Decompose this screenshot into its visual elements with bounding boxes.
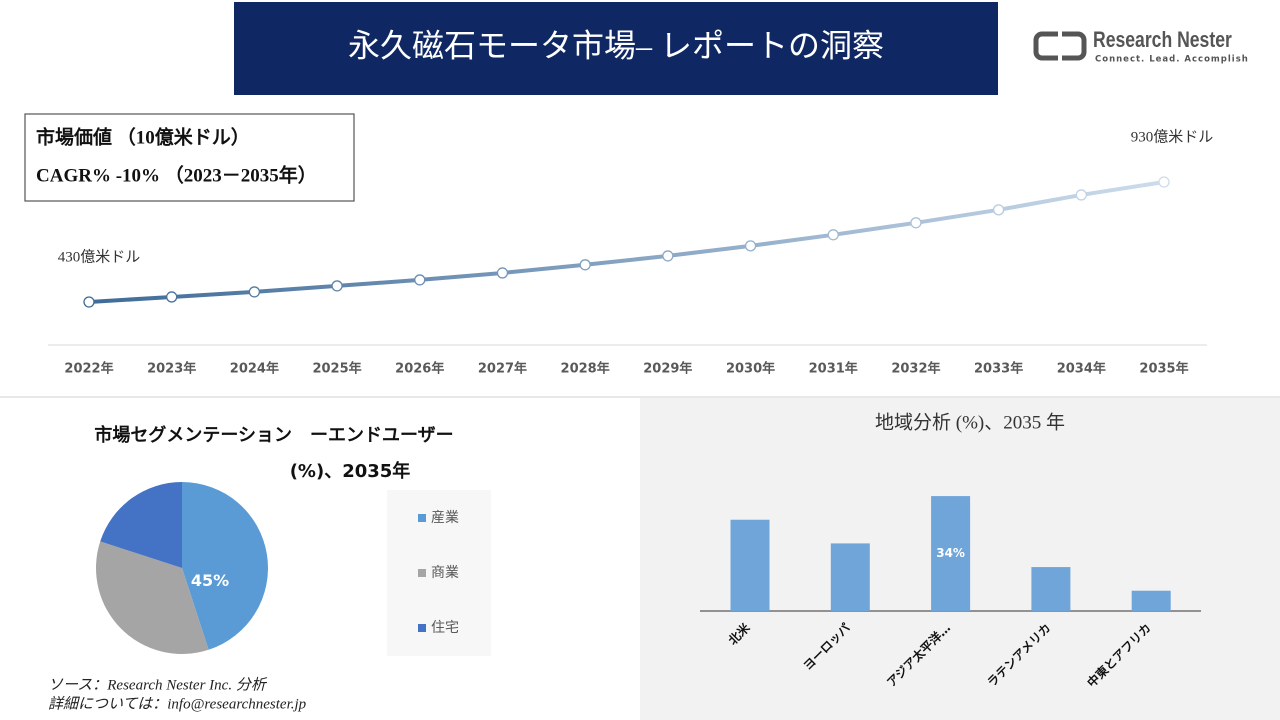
pie-slice: [182, 482, 268, 650]
point: [496, 267, 509, 279]
x-tick-label: 2029年: [643, 361, 692, 377]
x-tick-label: 2032年: [891, 361, 940, 377]
logo-icon: [1033, 31, 1087, 61]
logo-name: Research Nester: [1093, 28, 1232, 52]
annotation: 市場価値 （10億米ドル）: [36, 125, 250, 148]
bar: [730, 519, 770, 611]
legend-label: 住宅: [431, 620, 459, 636]
point: [1075, 189, 1087, 201]
info-box: [24, 113, 355, 202]
point: [579, 259, 591, 271]
point: [166, 291, 178, 303]
x-tick-label: 2025年: [312, 361, 361, 377]
x-tick-label: 2035年: [1139, 361, 1188, 377]
point: [248, 286, 261, 298]
header-title: 永久磁石モータ市場– レポートの洞察: [348, 27, 884, 63]
x-tick-label: 2034年: [1057, 361, 1106, 377]
legend-box: [387, 490, 491, 656]
bar-title: 地域分析 (%)、2035 年: [875, 411, 1065, 433]
point: [827, 229, 839, 241]
data-label: 430億米ドル: [58, 248, 141, 265]
x-tick-label: 2028年: [561, 361, 610, 377]
source: ソース：Research Nester Inc. 分析: [48, 676, 268, 693]
pie-slice: [100, 481, 182, 568]
data-label: 930億米ドル: [1131, 128, 1214, 145]
point: [992, 204, 1005, 216]
pie-subtitle: (%)、2035年: [290, 460, 411, 482]
x-tick-label: 2033年: [974, 361, 1023, 377]
point: [331, 280, 343, 292]
legend-swatch: [418, 624, 426, 632]
x-tick-label: 2022年: [64, 361, 113, 377]
logo-tagline: Connect. Lead. Accomplish: [1095, 55, 1249, 65]
pie-title: 市場セグメンテーション ーエンドユーザー: [94, 424, 453, 446]
x-tick-label: 2024年: [230, 361, 279, 377]
legend-swatch: [418, 514, 426, 522]
legend-label: 産業: [431, 510, 459, 526]
data-label: 34%: [936, 546, 965, 560]
legend-label: 商業: [431, 565, 459, 581]
point: [910, 217, 922, 229]
point: [662, 250, 674, 262]
annotation: CAGR% -10% （2023－2035年）: [36, 163, 317, 186]
contact: 詳細については：info@researchnester.jp: [48, 695, 307, 712]
bar: [1031, 567, 1071, 611]
point: [414, 274, 426, 286]
point: [83, 296, 95, 308]
x-tick-label: 2027年: [478, 361, 527, 377]
x-tick-label: 2031年: [809, 361, 858, 377]
point: [744, 240, 757, 252]
header-banner: [234, 2, 998, 95]
pie-slice: [96, 541, 209, 654]
point: [1158, 176, 1170, 188]
bar: [1131, 590, 1171, 611]
x-tick-label: 2026年: [395, 361, 444, 377]
bar: [830, 543, 870, 611]
bar: [931, 496, 971, 611]
data-label: 45%: [191, 571, 229, 590]
line: [88, 180, 1165, 304]
legend-swatch: [418, 569, 426, 577]
x-tick-label: 2030年: [726, 361, 775, 377]
x-tick-label: 2023年: [147, 361, 196, 377]
